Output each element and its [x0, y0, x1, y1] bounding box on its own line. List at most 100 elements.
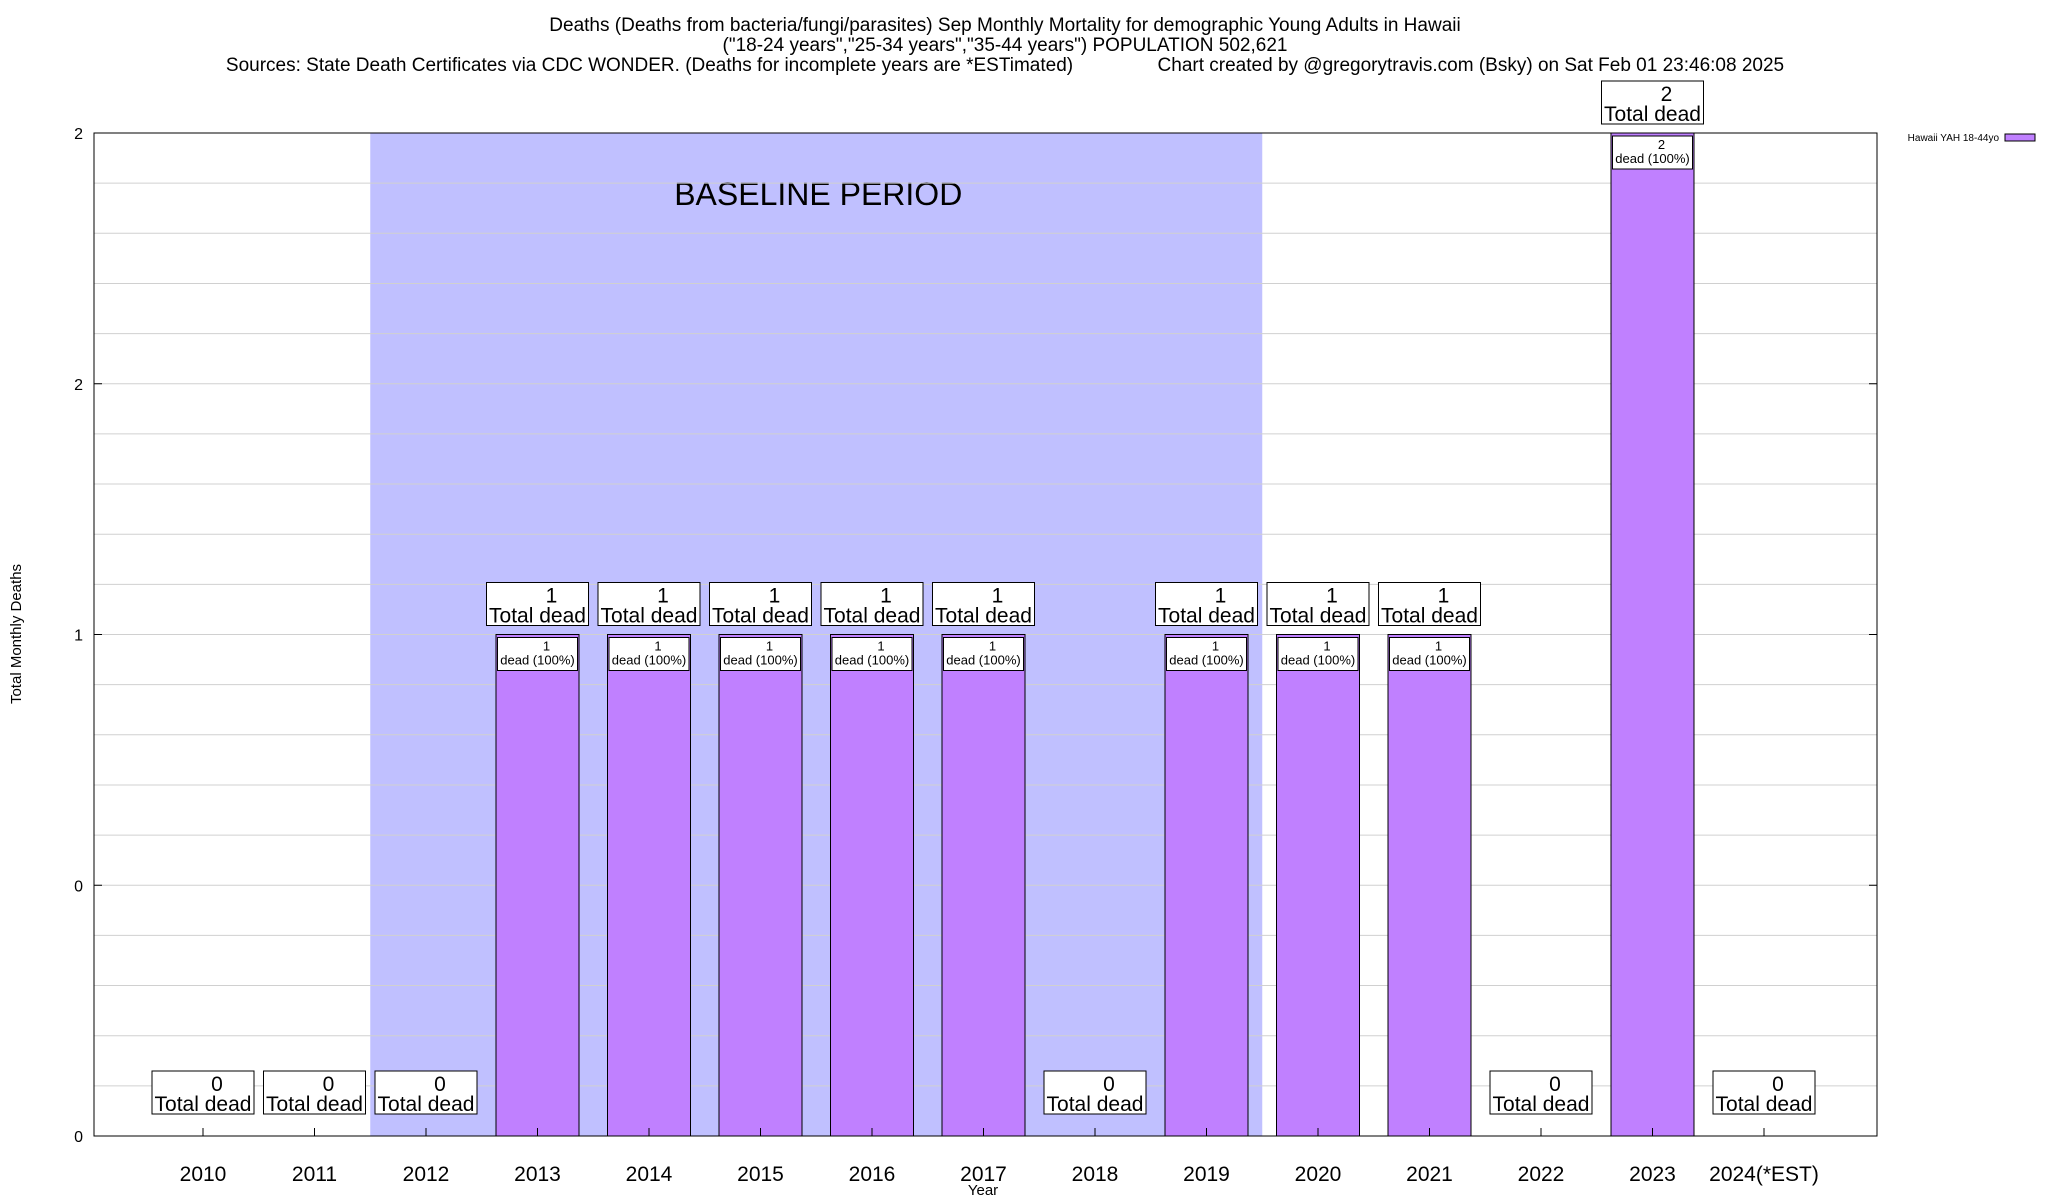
bar-label-box	[831, 637, 913, 671]
bar-label-text: dead (100%)	[1281, 653, 1355, 668]
total-label-text: Total dead	[712, 605, 809, 628]
bar-label-box	[1166, 637, 1247, 671]
total-label-text: Total dead	[935, 605, 1032, 628]
total-label-value: 0	[434, 1073, 446, 1096]
total-label-text: Total dead	[489, 605, 586, 628]
total-label-value: 0	[323, 1073, 335, 1096]
bar-2021	[1387, 634, 1472, 1137]
total-label-box	[932, 582, 1035, 626]
x-axis-title: Year	[968, 1182, 998, 1199]
bar-label-value: 1	[654, 639, 661, 654]
bar-label-box	[497, 637, 578, 671]
chart-title-line-3: Sources: State Death Certificates via CD…	[226, 55, 1784, 76]
bar-label-text: dead (100%)	[500, 653, 574, 668]
total-label-text: Total dead	[824, 605, 921, 628]
total-label-text: Total dead	[1493, 1093, 1590, 1116]
bar-label-text: dead (100%)	[723, 653, 797, 668]
y-axis-title: Total Monthly Deaths	[8, 564, 25, 704]
bar-label-box	[1389, 637, 1470, 671]
bar-label-text: dead (100%)	[1169, 653, 1243, 668]
baseline-period-label: BASELINE PERIOD	[674, 176, 962, 212]
bar-label-text: dead (100%)	[1615, 151, 1689, 166]
total-label-value: 1	[1438, 585, 1450, 608]
x-tick-label: 2021	[1406, 1163, 1453, 1186]
total-label-box	[1043, 1070, 1147, 1115]
bar-2023	[1610, 132, 1695, 1137]
bar-label-box	[720, 637, 801, 671]
legend-swatch	[2004, 133, 2036, 142]
y-tick-label: 1	[74, 628, 83, 645]
total-label-box	[1489, 1070, 1593, 1115]
total-label-text: Total dead	[1381, 605, 1478, 628]
total-label-box	[709, 582, 812, 626]
x-tick-label: 2013	[514, 1163, 561, 1186]
x-tick-label: 2014	[626, 1163, 673, 1186]
x-tick-label: 2022	[1518, 1163, 1565, 1186]
x-tick-label: 2016	[849, 1163, 896, 1186]
y-tick-label: 0	[74, 878, 83, 895]
total-label-box	[263, 1070, 366, 1115]
bar-2016	[830, 634, 914, 1137]
x-tick-label: 2020	[1295, 1163, 1342, 1186]
bar-label-text: dead (100%)	[946, 653, 1020, 668]
bar-label-value: 2	[1658, 137, 1665, 152]
total-label-box	[1155, 582, 1258, 626]
total-label-box	[374, 1070, 478, 1115]
bar-label-box	[1612, 135, 1693, 170]
bar-label-value: 1	[1323, 639, 1330, 654]
bar-label-text: dead (100%)	[612, 653, 686, 668]
legend-label: Hawaii YAH 18-44yo	[1908, 133, 2000, 144]
total-label-value: 2	[1661, 83, 1673, 106]
x-tick-label: 2017	[960, 1163, 1007, 1186]
total-label-value: 0	[1772, 1073, 1784, 1096]
x-tick-label: 2011	[292, 1163, 337, 1186]
bar-label-value: 1	[877, 639, 884, 654]
total-label-value: 1	[992, 585, 1004, 608]
total-label-value: 1	[880, 585, 892, 608]
bar-2020	[1276, 634, 1360, 1137]
total-label-text: Total dead	[266, 1093, 363, 1116]
total-label-text: Total dead	[1158, 605, 1255, 628]
bar-label-box	[608, 637, 690, 671]
bar-label-box	[1277, 637, 1359, 671]
bar-label-value: 1	[543, 639, 550, 654]
bars	[199, 132, 1768, 1137]
total-label-box	[1712, 1070, 1816, 1115]
bar-2017	[941, 634, 1026, 1137]
bar-label-text: dead (100%)	[1392, 653, 1466, 668]
total-label-text: Total dead	[1716, 1093, 1813, 1116]
total-label-value: 0	[1549, 1073, 1561, 1096]
x-tick-label: 2010	[180, 1163, 227, 1186]
total-label-box	[151, 1070, 255, 1115]
y-tick-label: 2	[74, 126, 83, 143]
bar-label-value: 1	[766, 639, 773, 654]
x-tick-label: 2024(*EST)	[1709, 1163, 1819, 1186]
total-label-box	[486, 582, 589, 626]
total-label-text: Total dead	[155, 1093, 252, 1116]
bar-label-text: dead (100%)	[835, 653, 909, 668]
total-label-value: 0	[1103, 1073, 1115, 1096]
x-tick-label: 2018	[1072, 1163, 1119, 1186]
total-label-value: 1	[1326, 585, 1338, 608]
total-label-value: 1	[1215, 585, 1227, 608]
total-label-value: 0	[211, 1073, 223, 1096]
total-label-value: 1	[657, 585, 669, 608]
total-label-box	[820, 582, 924, 626]
total-label-box	[1266, 582, 1370, 626]
chart-title: Deaths (Deaths from bacteria/fungi/paras…	[226, 15, 1784, 76]
bar-2014	[607, 634, 691, 1137]
bar-2019	[1164, 634, 1249, 1137]
total-label-value: 1	[546, 585, 558, 608]
y-tick-label: 2	[74, 377, 83, 394]
x-tick-label: 2012	[403, 1163, 450, 1186]
total-label-text: Total dead	[1604, 103, 1701, 126]
total-label-box	[1601, 80, 1704, 125]
bar-label-value: 1	[989, 639, 996, 654]
x-tick-label: 2015	[737, 1163, 784, 1186]
total-label-text: Total dead	[1047, 1093, 1144, 1116]
total-label-value: 1	[769, 585, 781, 608]
total-label-box	[1378, 582, 1481, 626]
